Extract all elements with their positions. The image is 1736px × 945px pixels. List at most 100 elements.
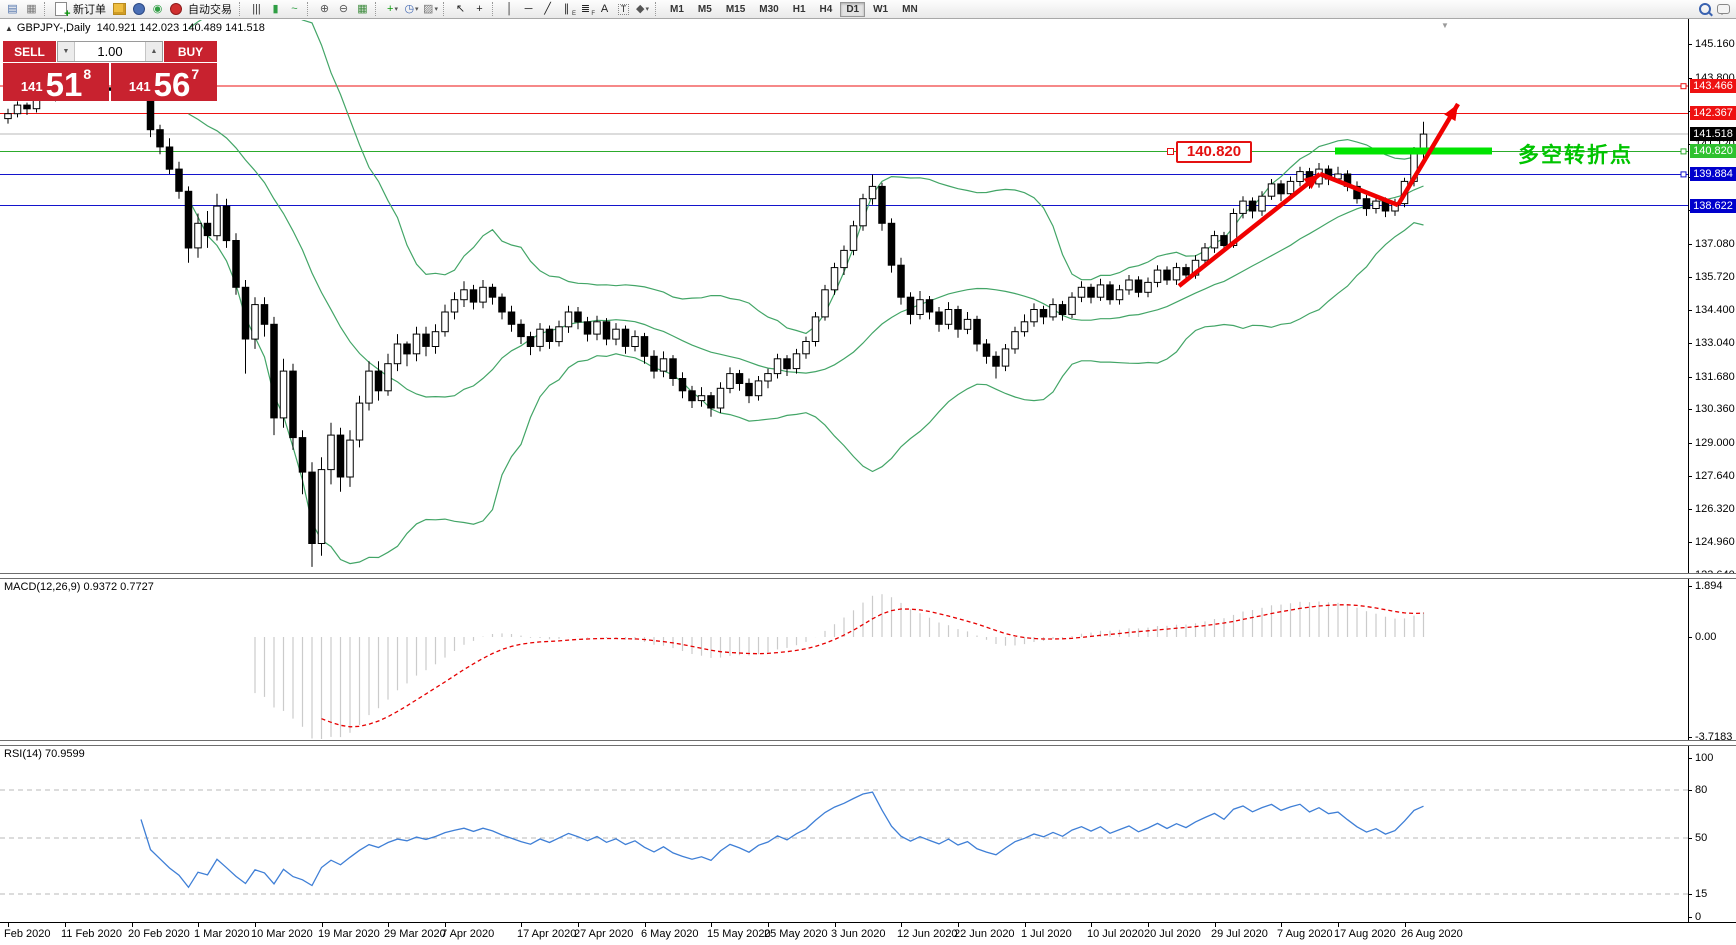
- crosshair-button[interactable]: +: [470, 2, 489, 17]
- zoom-in-button[interactable]: ⊕: [315, 2, 334, 17]
- chart-shift-icon[interactable]: ▼: [1441, 21, 1449, 30]
- candle: [555, 326, 563, 343]
- shapes-button[interactable]: ◆ ▾: [633, 2, 652, 17]
- line-endpoint-marker[interactable]: [1680, 148, 1687, 155]
- timeframe-h4[interactable]: H4: [819, 3, 833, 15]
- horizontal-line-button[interactable]: ─: [519, 2, 538, 17]
- templates-button-dropdown-icon[interactable]: ▾: [434, 5, 438, 13]
- new-order-button[interactable]: [52, 2, 71, 20]
- macd-pane[interactable]: [254, 594, 1425, 739]
- ohlc-values: 140.921 142.023 140.489 141.518: [96, 22, 265, 34]
- timeframe-mn[interactable]: MN: [902, 3, 918, 15]
- candle: [859, 198, 867, 227]
- chart-candles-button[interactable]: ▮: [266, 2, 285, 17]
- timeframe-h1[interactable]: H1: [792, 3, 806, 15]
- trend-arrow-line[interactable]: [1177, 172, 1322, 288]
- timeframe-w1[interactable]: W1: [873, 3, 889, 15]
- zoom-out-button[interactable]: ⊖: [334, 2, 353, 17]
- hline-price-label: 140.820: [1690, 144, 1736, 158]
- timeframe-m5[interactable]: M5: [697, 3, 712, 15]
- rsi-pane[interactable]: [0, 789, 1688, 895]
- bollinger-middle-band[interactable]: [188, 113, 1424, 398]
- bid-price-button[interactable]: 141 51 8: [3, 63, 109, 101]
- price-callout[interactable]: 140.820: [1176, 141, 1252, 163]
- pane-separator-rsi[interactable]: [0, 740, 1736, 746]
- rsi-line: [140, 791, 1424, 889]
- main-price-pane[interactable]: [0, 2, 1688, 567]
- new-order-button-label[interactable]: 新订单: [73, 4, 106, 16]
- data-window-button[interactable]: ▦: [22, 2, 41, 17]
- trend-arrow-line[interactable]: [1319, 171, 1399, 208]
- chart-canvas[interactable]: [0, 0, 1688, 945]
- ask-price-button[interactable]: 141 56 7: [111, 63, 217, 101]
- candle: [203, 222, 212, 237]
- chat-button[interactable]: [1714, 2, 1733, 17]
- autotrading-button[interactable]: [167, 2, 186, 17]
- trend-arrow-line[interactable]: [1396, 102, 1460, 207]
- price-tick-mark: [1688, 78, 1692, 79]
- text-label-button[interactable]: T: [614, 2, 633, 17]
- periods-button-dropdown-icon[interactable]: ▾: [415, 5, 419, 13]
- time-tick-mark: [388, 923, 389, 927]
- candle: [23, 104, 31, 110]
- bollinger-upper-band[interactable]: [188, 2, 1424, 335]
- volume-decrease-button[interactable]: ▼: [58, 42, 75, 61]
- candle: [1087, 286, 1095, 298]
- indicators-button-dropdown-icon[interactable]: ▾: [394, 5, 398, 13]
- candle: [726, 373, 734, 389]
- line-endpoint-marker[interactable]: [1680, 83, 1687, 90]
- support-highlight-bar[interactable]: [1335, 147, 1492, 155]
- volume-input[interactable]: 1.00: [97, 44, 123, 59]
- tile-windows-button[interactable]: ▦: [353, 2, 372, 17]
- candle: [1153, 269, 1162, 283]
- candle: [165, 146, 174, 170]
- search-button[interactable]: [1695, 2, 1714, 17]
- zoom-out-button-icon: ⊖: [338, 2, 349, 15]
- timeframe-m30[interactable]: M30: [759, 3, 779, 15]
- candle: [374, 370, 383, 392]
- periods-button[interactable]: ◷ ▾: [402, 2, 421, 17]
- buy-button[interactable]: BUY: [164, 41, 217, 62]
- market-watch-button[interactable]: ▤: [3, 2, 22, 17]
- macd-tick-mark: [1688, 737, 1692, 738]
- pane-separator-macd[interactable]: [0, 573, 1736, 579]
- timeframe-d1[interactable]: D1: [840, 1, 866, 17]
- candle: [640, 336, 649, 357]
- candle: [792, 353, 801, 370]
- candle: [1001, 348, 1010, 367]
- timeframe-m1[interactable]: M1: [670, 3, 684, 15]
- fibonacci-button-sub: F: [591, 10, 595, 17]
- bollinger-lower-band[interactable]: [187, 198, 1424, 565]
- shapes-button-dropdown-icon[interactable]: ▾: [645, 5, 649, 13]
- vertical-line-button[interactable]: │: [500, 2, 519, 17]
- rsi-tick-label: 50: [1695, 832, 1708, 844]
- trendline-button[interactable]: ╱: [538, 2, 557, 17]
- templates-button[interactable]: ▨ ▾: [421, 2, 440, 17]
- candle: [1058, 304, 1067, 316]
- volume-stepper[interactable]: ▼ 1.00 ▲: [57, 41, 163, 62]
- candle: [469, 289, 478, 303]
- text-button[interactable]: A: [595, 2, 614, 17]
- chart-line-button[interactable]: ~: [285, 2, 304, 17]
- panel-collapse-icon[interactable]: ▲: [5, 24, 13, 33]
- candle: [954, 309, 962, 330]
- indicators-button[interactable]: + ▾: [383, 2, 402, 17]
- navigator-button[interactable]: [129, 2, 148, 17]
- signal-button[interactable]: ◉: [148, 2, 167, 17]
- volume-increase-button[interactable]: ▲: [145, 42, 162, 61]
- metaeditor-button[interactable]: [110, 2, 129, 17]
- chart-bars-button[interactable]: |||: [247, 2, 266, 17]
- channel-button[interactable]: ∥ E: [557, 2, 576, 17]
- candle: [270, 323, 278, 419]
- autotrading-button-label[interactable]: 自动交易: [188, 4, 232, 16]
- price-tick-mark: [1688, 542, 1692, 543]
- cursor-button[interactable]: ↖: [451, 2, 470, 17]
- time-tick-label: 29 Mar 2020: [384, 928, 446, 940]
- annotation-note-text[interactable]: 多空转折点: [1518, 144, 1633, 167]
- fibonacci-button[interactable]: ≣ F: [576, 2, 595, 17]
- candle: [1039, 309, 1048, 318]
- line-endpoint-marker[interactable]: [1680, 171, 1687, 178]
- sell-button[interactable]: SELL: [3, 41, 56, 62]
- timeframe-m15[interactable]: M15: [725, 3, 746, 15]
- candle: [1248, 200, 1257, 212]
